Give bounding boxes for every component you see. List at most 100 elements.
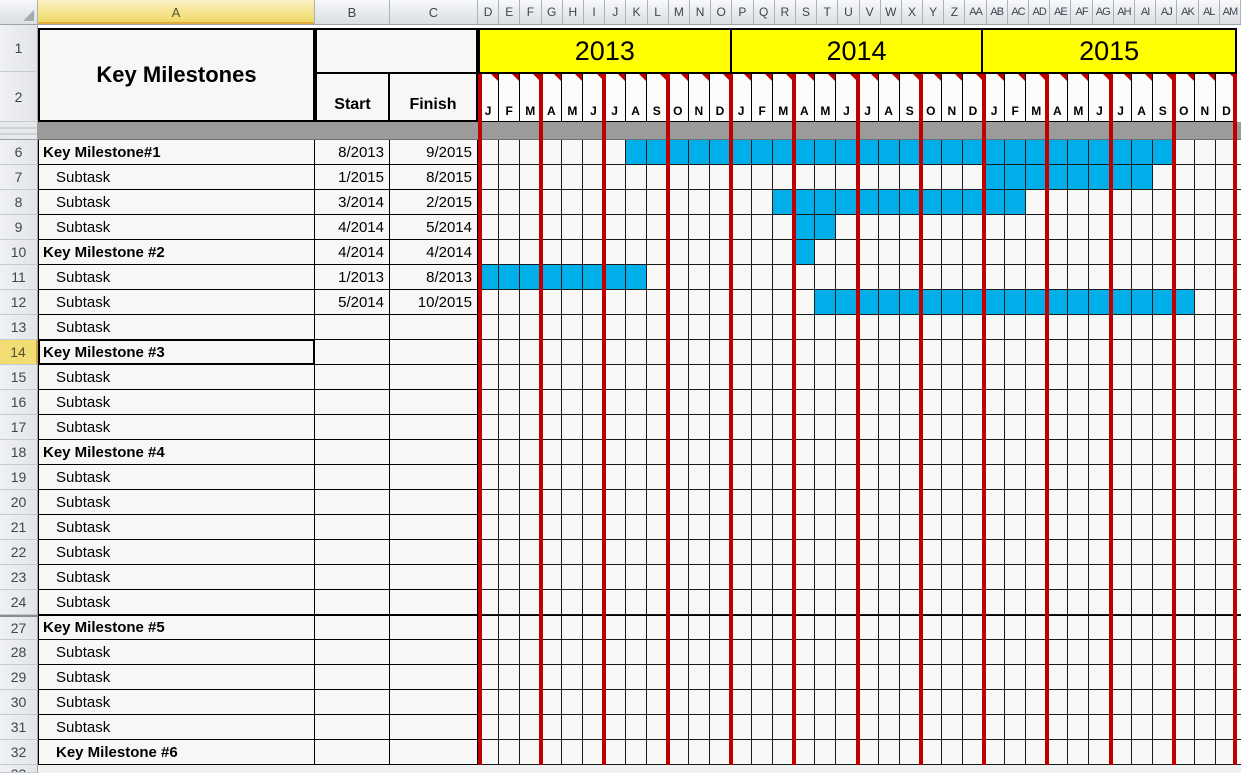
- grid-cell[interactable]: [984, 240, 1006, 265]
- grid-cell[interactable]: [604, 665, 626, 690]
- grid-cell[interactable]: [1152, 515, 1174, 540]
- grid-cell[interactable]: [1215, 440, 1237, 465]
- grid-cell[interactable]: [962, 715, 984, 740]
- task-label-cell[interactable]: Subtask: [38, 215, 315, 240]
- grid-cell[interactable]: [1131, 515, 1153, 540]
- grid-cell[interactable]: [836, 265, 858, 290]
- grid-cell[interactable]: [752, 190, 774, 215]
- grid-cell[interactable]: [1152, 240, 1174, 265]
- grid-cell[interactable]: [478, 140, 500, 165]
- grid-cell[interactable]: [541, 440, 563, 465]
- grid-cell[interactable]: [688, 540, 710, 565]
- grid-cell[interactable]: [541, 390, 563, 415]
- grid-cell[interactable]: [899, 415, 921, 440]
- column-header-F[interactable]: F: [520, 0, 542, 24]
- grid-cell[interactable]: [688, 290, 710, 315]
- finish-date-cell[interactable]: [390, 615, 478, 640]
- gantt-bar-cell[interactable]: [1047, 165, 1069, 190]
- gantt-bar-cell[interactable]: [794, 190, 816, 215]
- start-date-cell[interactable]: 1/2013: [315, 265, 390, 290]
- grid-cell[interactable]: [1194, 165, 1216, 190]
- grid-cell[interactable]: [1215, 340, 1237, 365]
- grid-cell[interactable]: [984, 565, 1006, 590]
- grid-cell[interactable]: [752, 290, 774, 315]
- grid-cell[interactable]: [583, 340, 605, 365]
- grid-cell[interactable]: [752, 315, 774, 340]
- grid-cell[interactable]: [562, 715, 584, 740]
- grid-cell[interactable]: [688, 515, 710, 540]
- task-label-cell[interactable]: Subtask: [38, 665, 315, 690]
- grid-cell[interactable]: [1173, 740, 1195, 765]
- grid-cell[interactable]: [1131, 590, 1153, 615]
- grid-cell[interactable]: [709, 640, 731, 665]
- grid-cell[interactable]: [752, 490, 774, 515]
- month-cell-3[interactable]: M: [520, 74, 542, 121]
- grid-cell[interactable]: [836, 665, 858, 690]
- grid-cell[interactable]: [478, 390, 500, 415]
- grid-cell[interactable]: [562, 165, 584, 190]
- start-date-cell[interactable]: [315, 615, 390, 640]
- grid-cell[interactable]: [836, 690, 858, 715]
- grid-cell[interactable]: [1047, 665, 1069, 690]
- grid-cell[interactable]: [815, 615, 837, 640]
- grid-cell[interactable]: [1215, 690, 1237, 715]
- grid-cell[interactable]: [562, 415, 584, 440]
- grid-cell[interactable]: [709, 465, 731, 490]
- grid-cell[interactable]: [667, 540, 689, 565]
- grid-cell[interactable]: [962, 265, 984, 290]
- grid-cell[interactable]: [520, 190, 542, 215]
- grid-cell[interactable]: [478, 690, 500, 715]
- gantt-bar-cell[interactable]: [962, 140, 984, 165]
- grid-cell[interactable]: [962, 165, 984, 190]
- grid-cell[interactable]: [478, 540, 500, 565]
- grid-cell[interactable]: [878, 640, 900, 665]
- grid-cell[interactable]: [984, 590, 1006, 615]
- grid-cell[interactable]: [731, 165, 753, 190]
- grid-cell[interactable]: [688, 415, 710, 440]
- start-date-cell[interactable]: [315, 565, 390, 590]
- grid-cell[interactable]: [962, 465, 984, 490]
- grid-cell[interactable]: [752, 515, 774, 540]
- month-cell-23[interactable]: N: [942, 74, 963, 121]
- gantt-bar-cell[interactable]: [815, 215, 837, 240]
- grid-cell[interactable]: [941, 240, 963, 265]
- month-cell-27[interactable]: M: [1026, 74, 1048, 121]
- grid-cell[interactable]: [1215, 565, 1237, 590]
- grid-cell[interactable]: [562, 590, 584, 615]
- grid-cell[interactable]: [731, 340, 753, 365]
- grid-cell[interactable]: [709, 540, 731, 565]
- grid-cell[interactable]: [794, 315, 816, 340]
- grid-cell[interactable]: [541, 715, 563, 740]
- grid-cell[interactable]: [857, 165, 879, 190]
- grid-cell[interactable]: [688, 715, 710, 740]
- grid-cell[interactable]: [1152, 490, 1174, 515]
- grid-cell[interactable]: [962, 415, 984, 440]
- grid-cell[interactable]: [899, 665, 921, 690]
- start-date-cell[interactable]: [315, 490, 390, 515]
- grid-cell[interactable]: [1131, 190, 1153, 215]
- row-header-22[interactable]: 22: [0, 540, 38, 565]
- grid-cell[interactable]: [562, 240, 584, 265]
- grid-cell[interactable]: [583, 740, 605, 765]
- grid-cell[interactable]: [499, 390, 521, 415]
- grid-cell[interactable]: [646, 165, 668, 190]
- grid-cell[interactable]: [899, 515, 921, 540]
- grid-cell[interactable]: [1089, 390, 1111, 415]
- grid-cell[interactable]: [709, 290, 731, 315]
- grid-cell[interactable]: [1194, 440, 1216, 465]
- start-date-cell[interactable]: 4/2014: [315, 215, 390, 240]
- grid-cell[interactable]: [878, 465, 900, 490]
- start-date-cell[interactable]: [315, 690, 390, 715]
- gantt-bar-cell[interactable]: [1068, 165, 1090, 190]
- grid-cell[interactable]: [583, 190, 605, 215]
- task-label-cell[interactable]: Subtask: [38, 315, 315, 340]
- grid-cell[interactable]: [1047, 190, 1069, 215]
- grid-cell[interactable]: [709, 315, 731, 340]
- grid-cell[interactable]: [1005, 690, 1027, 715]
- gantt-bar-cell[interactable]: [625, 265, 647, 290]
- grid-cell[interactable]: [583, 315, 605, 340]
- grid-cell[interactable]: [1173, 215, 1195, 240]
- grid-cell[interactable]: [1089, 465, 1111, 490]
- grid-cell[interactable]: [1047, 365, 1069, 390]
- grid-cell[interactable]: [752, 615, 774, 640]
